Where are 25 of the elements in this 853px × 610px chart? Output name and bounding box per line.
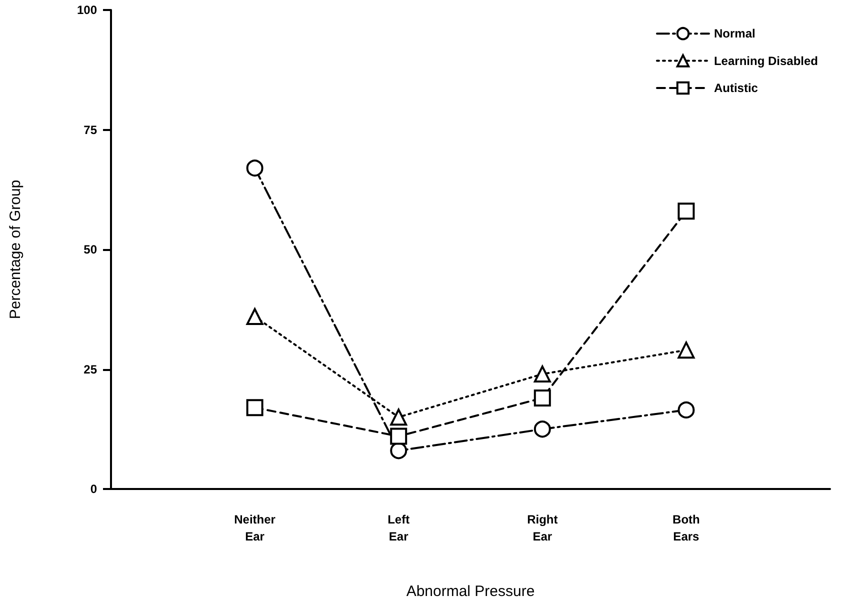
point (678, 202, 695, 220)
x-axis-title: Abnormal Pressure (406, 583, 535, 600)
legend-label: Learning Disabled (714, 54, 818, 68)
y-tick-label: 100 (76, 3, 98, 17)
point (246, 308, 264, 326)
x-tick-label: Both Ears (672, 512, 700, 544)
legend-label: Autistic (714, 81, 758, 95)
point (534, 389, 551, 406)
point (534, 366, 551, 383)
point (390, 408, 408, 426)
point (390, 428, 408, 445)
point (246, 399, 264, 416)
x-tick-label: Left Ear (388, 512, 410, 544)
point (678, 342, 695, 359)
y-tick-label: 75 (84, 122, 98, 137)
legend-label: Normal (714, 26, 756, 41)
point (246, 160, 264, 177)
x-tick-label: Right Ear (527, 512, 558, 544)
y-tick-label: 0 (90, 482, 98, 496)
y-axis-title: Percentage of Group (7, 180, 24, 320)
point (678, 401, 695, 418)
point (534, 420, 551, 438)
y-tick-label: 50 (84, 242, 98, 256)
y-tick-label: 25 (84, 362, 98, 376)
x-tick-label: Neither Ear (234, 512, 276, 544)
